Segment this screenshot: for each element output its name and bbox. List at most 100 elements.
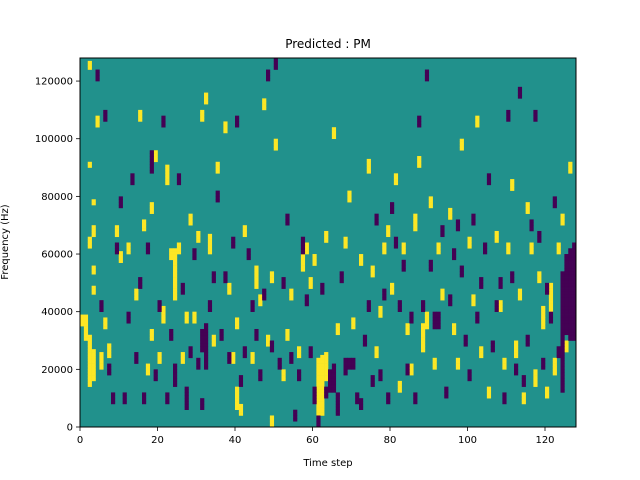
heatmap-cell-low (335, 412, 340, 416)
heatmap-cell-high (176, 242, 182, 246)
heatmap-cell-low (529, 222, 534, 226)
heatmap-cell-high (91, 366, 96, 370)
heatmap-cell-low (568, 326, 573, 330)
heatmap-cell-high (91, 285, 96, 289)
heatmap-cell-low (572, 279, 577, 284)
heatmap-cell-high (514, 354, 519, 359)
y-axis: 0 20000 40000 60000 80000 100000 120000 (35, 77, 80, 434)
heatmap-cell-high (560, 213, 565, 217)
heatmap-cell-low (386, 401, 391, 405)
heatmap-cell-high (382, 248, 387, 252)
heatmap-cell-low (145, 251, 151, 255)
heatmap-cell-high (114, 233, 120, 238)
heatmap-cell-high (107, 343, 112, 347)
heatmap-cell-low (564, 291, 569, 295)
heatmap-cell-high (254, 271, 259, 275)
heatmap-cell-low (188, 349, 193, 353)
heatmap-cell-low (359, 398, 364, 402)
heatmap-cell-high (533, 383, 538, 387)
heatmap-cell-high (471, 294, 476, 298)
heatmap-cell-low (304, 300, 309, 304)
heatmap-cell-high (529, 245, 534, 249)
heatmap-cell-high (316, 401, 321, 405)
heatmap-cell-high (188, 213, 193, 217)
heatmap-cell-high (421, 328, 426, 333)
heatmap-cell-high (149, 210, 154, 214)
heatmap-cell-low (269, 340, 275, 344)
heatmap-cell-low (134, 352, 139, 356)
heatmap-cell-low (378, 372, 383, 376)
heatmap-cell-high (521, 398, 526, 402)
heatmap-cell-low (328, 375, 333, 379)
heatmap-cell-high (114, 225, 120, 229)
heatmap-cell-high (235, 401, 240, 405)
heatmap-cell-low (521, 375, 526, 379)
heatmap-cell-high (200, 115, 205, 119)
heatmap-cell-high (149, 202, 154, 206)
heatmap-cell-low (200, 343, 205, 347)
heatmap-cell-low (560, 380, 565, 385)
heatmap-cell-low (572, 326, 577, 330)
heatmap-cell-low (266, 69, 271, 73)
heatmap-cell-high (87, 357, 92, 361)
heatmap-cell-low (281, 282, 286, 287)
heatmap-cell-low (273, 60, 278, 65)
heatmap-cell-low (564, 265, 569, 269)
heatmap-cell-high (254, 277, 259, 281)
heatmap-cell-high (83, 317, 89, 321)
heatmap-cell-high (331, 135, 337, 140)
y-tick-label: 120000 (35, 77, 73, 88)
heatmap-cell-high (91, 352, 96, 356)
heatmap-cell-low (281, 277, 286, 281)
x-tick-label: 120 (535, 435, 554, 446)
heatmap-cell-low (231, 239, 236, 243)
heatmap-cell-low (475, 311, 480, 315)
heatmap-cell-low (308, 346, 313, 350)
heatmap-cell-low (145, 242, 151, 246)
heatmap-cell-low (564, 300, 569, 304)
heatmap-cell-high (486, 389, 492, 393)
heatmap-cell-high (103, 317, 108, 321)
heatmap-cell-low (343, 363, 348, 367)
heatmap-cell-low (173, 380, 178, 385)
heatmap-cell-high (448, 207, 453, 212)
heatmap-cell-low (351, 363, 356, 367)
heatmap-cell-high (165, 179, 170, 183)
heatmap-cell-high (91, 199, 96, 203)
heatmap-cell-high (204, 98, 209, 102)
heatmap-cell-low (142, 395, 147, 399)
heatmap-cell-low (173, 383, 178, 387)
heatmap-cell-low (564, 317, 569, 321)
heatmap-cell-high (80, 323, 85, 327)
heatmap-cell-high (297, 349, 302, 353)
heatmap-cell-low (242, 349, 247, 353)
heatmap-cell-low (335, 409, 340, 413)
heatmap-cell-high (498, 300, 503, 304)
heatmap-cell-high (254, 279, 259, 284)
heatmap-cell-low (324, 386, 329, 390)
x-tick-label: 60 (306, 435, 319, 446)
heatmap-cell-low (355, 401, 360, 405)
heatmap-cell-low (304, 297, 309, 301)
heatmap-cell-high (568, 167, 573, 171)
heatmap-cell-low (165, 398, 170, 402)
heatmap-cell-high (87, 372, 92, 376)
heatmap-cell-low (560, 366, 565, 370)
heatmap-cell-high (184, 317, 189, 321)
heatmap-cell-low (149, 164, 154, 168)
heatmap-cell-low (452, 256, 457, 261)
heatmap-cell-high (87, 242, 92, 246)
heatmap-cell-high (300, 259, 306, 263)
heatmap-cell-high (560, 219, 565, 223)
heatmap-cell-high (331, 127, 337, 131)
heatmap-cell-high (432, 360, 437, 364)
heatmap-cell-high (320, 398, 325, 402)
heatmap-cell-high (83, 320, 89, 324)
heatmap-cell-high (320, 395, 325, 399)
heatmap-cell-low (556, 352, 561, 356)
heatmap-cell-low (289, 357, 294, 361)
heatmap-cell-high (289, 288, 294, 292)
heatmap-cell-high (207, 236, 213, 240)
heatmap-cells-low (95, 58, 577, 428)
